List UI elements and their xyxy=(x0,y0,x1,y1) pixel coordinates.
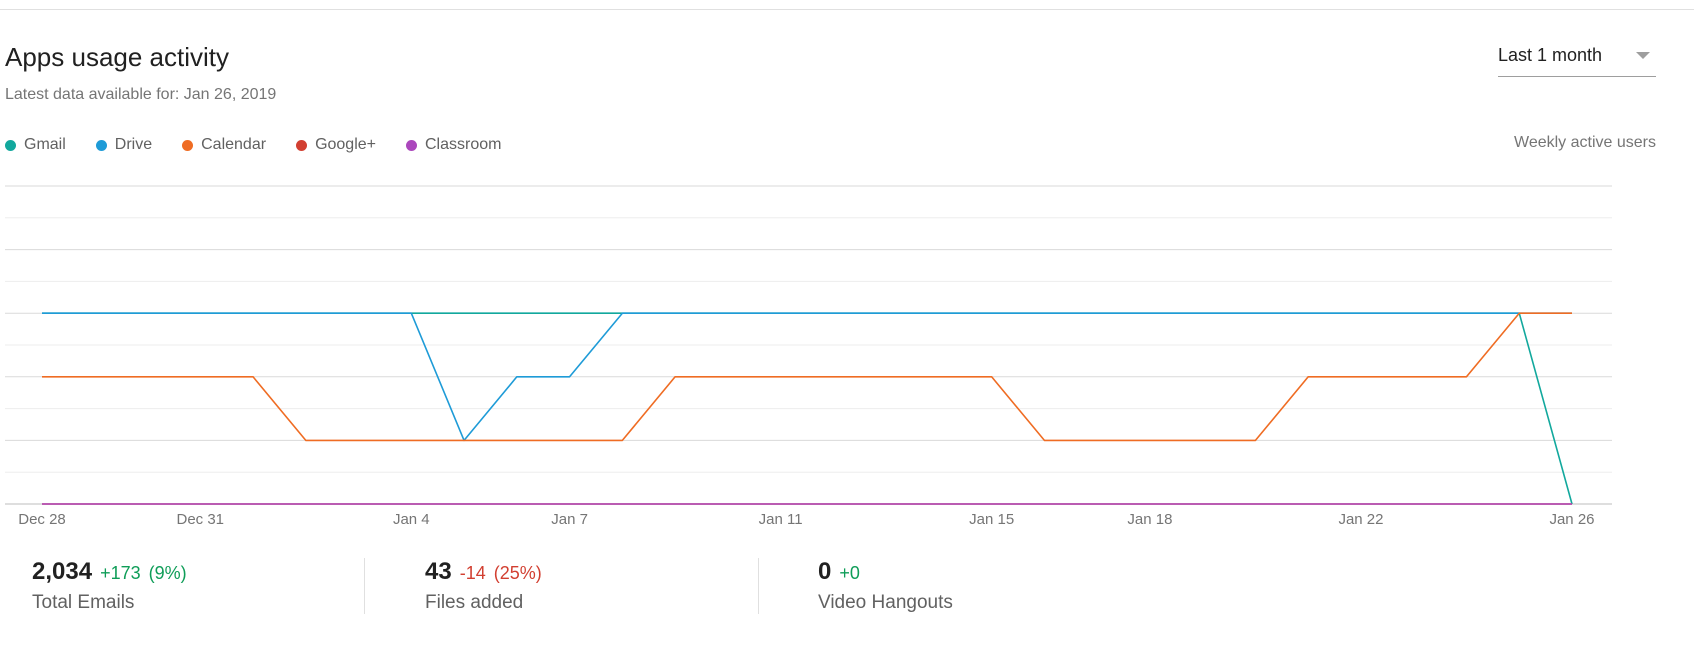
legend-item-calendar[interactable]: Calendar xyxy=(182,136,266,154)
stat-video-hangouts: 0 +0 Video Hangouts xyxy=(818,558,953,614)
x-tick-label: Dec 28 xyxy=(18,511,66,528)
stat-divider xyxy=(758,558,759,614)
x-tick-label: Jan 22 xyxy=(1338,511,1383,528)
x-tick-label: Dec 31 xyxy=(177,511,225,528)
stats-row: 2,034 +173 (9%) Total Emails 43 -14 (25%… xyxy=(0,548,1694,618)
legend-item-classroom[interactable]: Classroom xyxy=(406,136,501,154)
legend-dot-icon xyxy=(406,139,417,151)
x-tick-label: Jan 7 xyxy=(551,511,588,528)
top-divider xyxy=(0,9,1694,10)
stat-label: Video Hangouts xyxy=(818,592,953,613)
legend-dot-icon xyxy=(296,139,308,151)
stat-delta: -14 xyxy=(459,563,486,583)
stat-label: Files added xyxy=(425,592,524,613)
usage-line-chart: Dec 28 Dec 31 Jan 4 Jan 7 Jan 11 Jan 15 Jan 18… xyxy=(5,185,1612,528)
legend-label: Calendar xyxy=(201,136,267,153)
legend-label: Classroom xyxy=(425,136,502,153)
stat-percent: (25%) xyxy=(493,563,542,583)
series-line-calendar xyxy=(42,312,1572,442)
x-tick-label: Jan 15 xyxy=(969,511,1014,528)
stat-value: 2,034 xyxy=(32,558,93,585)
legend-item-gmail[interactable]: Gmail xyxy=(5,136,66,154)
chart-series xyxy=(42,312,1573,505)
stat-files-added: 43 -14 (25%) Files added xyxy=(425,558,542,614)
chart-legend: Gmail Drive Calendar Google+ Classroom xyxy=(5,136,501,154)
metric-label: Weekly active users xyxy=(1514,134,1656,151)
legend-item-drive[interactable]: Drive xyxy=(95,136,153,154)
x-tick-label: Jan 26 xyxy=(1549,511,1594,528)
stat-value: 43 xyxy=(425,558,452,585)
legend-dot-icon xyxy=(5,139,16,151)
stat-label: Total Emails xyxy=(32,592,135,613)
legend-label: Google+ xyxy=(315,136,376,153)
page-title: Apps usage activity xyxy=(5,42,230,72)
x-tick-label: Jan 18 xyxy=(1127,511,1172,528)
legend-label: Gmail xyxy=(24,136,66,153)
legend-label: Drive xyxy=(114,136,153,153)
stat-delta: +0 xyxy=(839,563,860,583)
series-line-drive xyxy=(42,312,1572,442)
x-tick-label: Jan 4 xyxy=(393,511,430,528)
chart-grid xyxy=(5,185,1612,505)
stat-delta: +173 xyxy=(100,563,141,583)
date-range-select[interactable]: Last 1 month xyxy=(1498,40,1656,77)
x-tick-label: Jan 11 xyxy=(759,511,803,528)
legend-item-google-plus[interactable]: Google+ xyxy=(296,136,376,154)
stat-divider xyxy=(364,558,365,614)
latest-data-subtitle: Latest data available for: Jan 26, 2019 xyxy=(5,86,277,103)
legend-dot-icon xyxy=(182,139,194,151)
stat-percent: (9%) xyxy=(148,563,187,583)
date-range-value: Last 1 month xyxy=(1498,45,1603,65)
chevron-down-icon[interactable] xyxy=(1636,52,1650,59)
x-axis-labels: Dec 28 Dec 31 Jan 4 Jan 7 Jan 11 Jan 15 Jan 18… xyxy=(18,511,1594,528)
stat-total-emails: 2,034 +173 (9%) Total Emails xyxy=(32,558,187,614)
legend-dot-icon xyxy=(95,139,107,151)
stat-value: 0 xyxy=(818,558,832,585)
